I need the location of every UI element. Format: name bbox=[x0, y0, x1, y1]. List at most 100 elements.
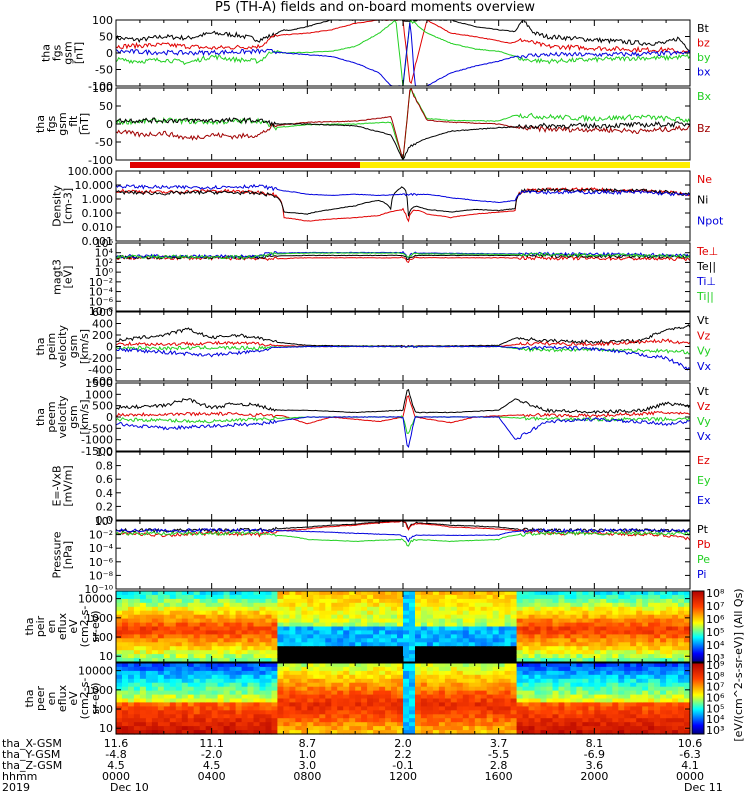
y-tick-label: 0.4 bbox=[96, 487, 114, 500]
colorbar-tick-label: 10⁴ bbox=[706, 713, 725, 726]
y-axis-label-line: eflux bbox=[56, 612, 69, 640]
ephemeris-value: 11.6 bbox=[104, 737, 129, 750]
y-tick-label: 500 bbox=[92, 400, 113, 413]
ephemeris-value: Dec 10 bbox=[110, 781, 149, 794]
ephemeris-value: 2000 bbox=[580, 770, 608, 783]
ephemeris-value: 0800 bbox=[293, 770, 321, 783]
plot-title: P5 (TH-A) fields and on-board moments ov… bbox=[214, 0, 536, 15]
y-axis-label: Density[cm-3] bbox=[51, 185, 75, 227]
ephemeris-value: 1200 bbox=[389, 770, 417, 783]
legend-npot: Npot bbox=[697, 214, 724, 227]
y-tick-label: 600 bbox=[92, 306, 113, 319]
mode-bar-slow bbox=[130, 162, 360, 168]
y-tick-label: 10 bbox=[99, 722, 113, 735]
y-axis-label-line: E=-VxB bbox=[51, 465, 64, 506]
series-line-2-ni bbox=[116, 186, 690, 217]
series-line-5-vt bbox=[116, 388, 690, 415]
ephemeris-row-label: tha_Y-GSM bbox=[2, 748, 60, 761]
y-tick-label: 200 bbox=[92, 329, 113, 342]
y-tick-label: -50 bbox=[95, 136, 113, 149]
y-axis-label-line: peir bbox=[34, 615, 47, 637]
series-line-4-vt bbox=[116, 324, 690, 348]
y-axis-label-line: velocity bbox=[56, 395, 69, 438]
colorbar bbox=[691, 662, 705, 735]
y-axis-label-line: [cm-3] bbox=[62, 188, 75, 224]
legend-ex: Ex bbox=[697, 494, 711, 507]
y-tick-label: 10⁻⁸ bbox=[89, 305, 114, 318]
series-line-0-by bbox=[116, 20, 690, 86]
ephemeris-row-label: hhmm bbox=[2, 770, 37, 783]
colorbar-tick-label: 10⁸ bbox=[706, 670, 725, 683]
ephemeris-value: -0.1 bbox=[392, 759, 413, 772]
y-axis-label-line: eflux bbox=[56, 684, 69, 712]
ephemeris-value: 0000 bbox=[676, 770, 704, 783]
y-axis-label-line: (cm2-s- bbox=[78, 606, 91, 648]
legend-pe: Pe bbox=[697, 553, 710, 566]
colorbar-tick-label: 10⁴ bbox=[706, 639, 725, 652]
colorbar-label: [eV/(cm^2-s-sr-eV)] (All Qs) bbox=[732, 588, 745, 741]
y-tick-label: 50 bbox=[99, 100, 113, 113]
legend-ti: Ti⊥ bbox=[696, 275, 716, 288]
colorbar bbox=[691, 590, 705, 663]
y-axis-label-line: tha bbox=[40, 44, 53, 62]
legend-bz: bz bbox=[697, 37, 710, 50]
y-tick-label: 0.0 bbox=[96, 514, 114, 527]
panel-frame bbox=[115, 19, 691, 87]
ephemeris-value: 0400 bbox=[198, 770, 226, 783]
y-axis-label-line: peim bbox=[45, 333, 58, 361]
y-tick-label: 1000 bbox=[85, 388, 113, 401]
y-tick-label: 0.100 bbox=[82, 207, 114, 220]
y-tick-label: -100 bbox=[88, 80, 113, 93]
ephemeris-value: 4.1 bbox=[681, 759, 699, 772]
legend-bt: Bt bbox=[697, 22, 710, 35]
ephemeris-value: Dec 11 bbox=[684, 781, 723, 794]
colorbar-tick-label: 10⁹ bbox=[706, 659, 724, 672]
y-axis-label-line: gsm bbox=[67, 335, 80, 358]
y-axis-label-line: Pressure bbox=[51, 531, 64, 578]
ephemeris-value: 4.5 bbox=[203, 759, 221, 772]
y-tick-label: 0.010 bbox=[82, 221, 114, 234]
y-axis-label: magt3[eV] bbox=[51, 259, 75, 295]
legend-pb: Pb bbox=[697, 538, 711, 551]
series-line-4-vy bbox=[116, 344, 690, 355]
legend-ni: Ni bbox=[697, 194, 708, 207]
y-tick-label: 100 bbox=[92, 631, 113, 644]
y-tick-label: -500 bbox=[88, 422, 113, 435]
y-axis-label-line: eV bbox=[67, 619, 80, 634]
panel-frame bbox=[115, 170, 691, 242]
y-axis-label-line: fgs bbox=[51, 44, 64, 61]
y-tick-label: 10⁻⁸ bbox=[89, 569, 114, 582]
y-tick-label: 0.8 bbox=[96, 460, 114, 473]
series-line-0-bz bbox=[116, 20, 690, 85]
ephemeris-value: 2.2 bbox=[394, 748, 412, 761]
legend-vt: Vt bbox=[697, 314, 710, 327]
y-tick-label: 0.001 bbox=[82, 235, 114, 248]
y-tick-label: 0 bbox=[106, 47, 113, 60]
y-axis-label-line: Density bbox=[51, 185, 64, 227]
y-tick-label: -50 bbox=[95, 64, 113, 77]
y-axis-label-line: [nPa] bbox=[62, 541, 75, 569]
ephemeris-value: -6.3 bbox=[679, 748, 700, 761]
y-axis-label-line: tha bbox=[23, 689, 36, 707]
ephemeris-value: -6.9 bbox=[584, 748, 605, 761]
legend-ez: Ez bbox=[697, 454, 710, 467]
series-line-4-vx bbox=[116, 345, 690, 371]
series-line-1-bz bbox=[116, 88, 690, 159]
y-axis-label-line: [nT] bbox=[73, 42, 86, 64]
y-tick-label: -1000 bbox=[81, 434, 113, 447]
y-tick-label: 10⁻⁶ bbox=[89, 556, 114, 569]
y-tick-label: 50 bbox=[99, 31, 113, 44]
y-tick-label: 400 bbox=[92, 318, 113, 331]
y-axis-label-line: gsm bbox=[56, 112, 69, 135]
y-tick-label: 10⁻⁶ bbox=[89, 295, 114, 308]
colorbar-tick-label: 10³ bbox=[706, 724, 724, 737]
ephemeris-value: -4.8 bbox=[105, 748, 126, 761]
y-tick-label: -400 bbox=[88, 364, 113, 377]
ephemeris-row-label: 2019 bbox=[2, 781, 30, 794]
y-axis-label-line: peem bbox=[45, 401, 58, 432]
legend-vt: Vt bbox=[697, 385, 710, 398]
y-tick-label: 0 bbox=[106, 341, 113, 354]
